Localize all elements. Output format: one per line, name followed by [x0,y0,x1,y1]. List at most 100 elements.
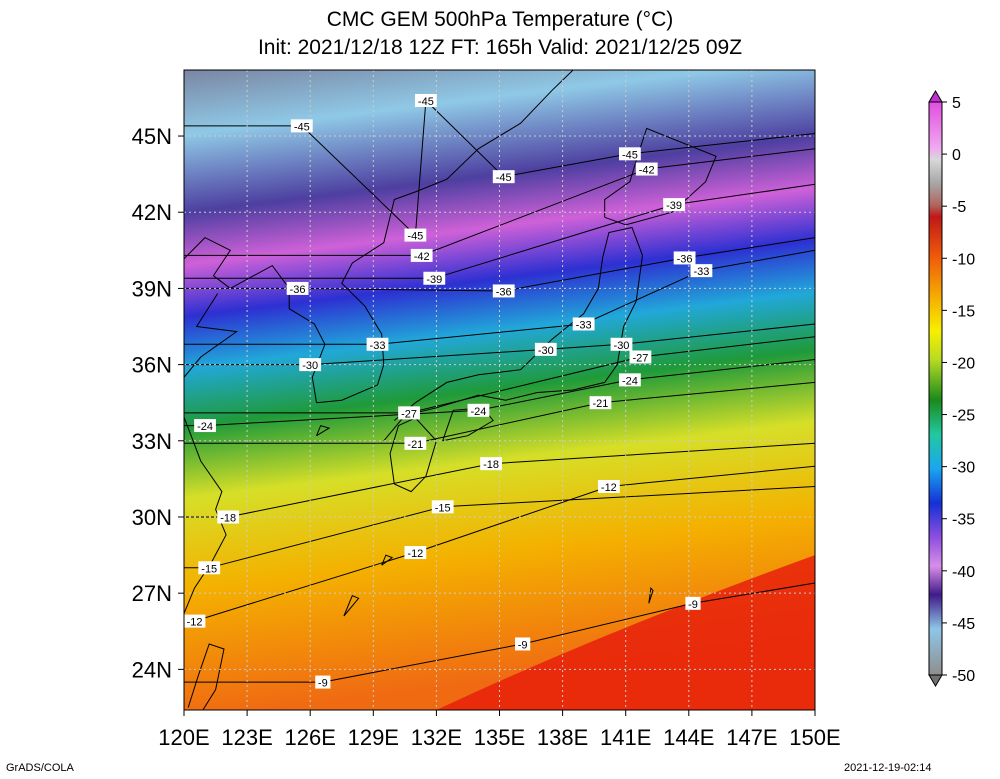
contour-labels: -45-45-45-45-45-42-42-39-39-36-36 -36-33-… [184,93,713,690]
y-tick-label: 45N [132,124,172,149]
contour-line [184,442,815,518]
x-tick-label: 126E [285,725,336,750]
x-tick-label: 129E [348,725,399,750]
x-tick-label: 132E [411,725,462,750]
contour-label-text: -12 [407,548,423,560]
colorbar-max-arrow [928,90,943,103]
contour-label-bg [572,317,595,331]
contour-label-text: -42 [639,165,655,177]
contour-label-bg [299,358,322,372]
colorbar-label: -15 [952,303,975,320]
contour-label-bg [619,147,641,161]
contour-label-bg [690,264,713,278]
contour-label-bg [629,350,652,364]
colorbar-label: -25 [952,408,975,425]
contour-label-bg [431,500,454,514]
colorbar-label: -20 [952,355,975,372]
contour-label-bg [410,248,433,262]
contour-label: -33 [366,337,389,352]
x-tick-label: 150E [789,725,840,750]
contour-label-bg [635,162,658,176]
x-tick-label: 138E [537,725,588,750]
contour-label-bg [597,480,620,494]
contour-label-bg [194,419,216,433]
contour-label: -15 [198,561,221,575]
colorbar-label: -50 [952,668,975,685]
contour-label-text: -42 [414,251,430,263]
contour-label: -24 [619,373,641,387]
footer-timestamp: 2021-12-19-02:14 [844,762,932,774]
contour-label-text: -24 [471,406,487,418]
contour-label-bg [404,228,427,242]
y-tick-label: 24N [132,657,172,682]
colorbar-label: 5 [952,95,961,112]
contour-label: -30 [610,337,633,352]
contour-label-bg [515,637,531,651]
contour-label-text: -45 [407,231,423,243]
contour-label-bg [480,457,502,471]
colorbar-label: -45 [952,616,975,633]
contour-label: -18 [480,457,502,471]
contour-line [184,486,815,569]
x-tick-label: 123E [221,725,272,750]
contour-label: -24 [194,419,216,433]
footer-source: GrADS/COLA [6,762,74,774]
contour-label-text: -45 [418,96,434,108]
y-tick-label: 30N [132,505,172,530]
colorbar: 5 0 -5 -10 -15 -20 -25 -30 -35 -40 -45 -50 [928,90,975,687]
colorbar-scale [928,101,943,676]
y-axis: 45N 42N 39N 36N 33N 30N 27N 24N [132,124,184,682]
contour-label-text: -33 [370,340,386,352]
contour-label-bg [534,342,557,356]
contour-label-bg [366,337,389,351]
colorbar-min-arrow [928,674,943,687]
contour-label-text: -24 [622,375,638,387]
contour-label-bg [619,373,641,387]
contour-label-bg [286,281,309,295]
contour-label: -30 [534,342,557,357]
contour-label: -30 [299,358,322,372]
contour-label-text: -30 [614,340,630,352]
chart-title: CMC GEM 500hPa Temperature (°C) [326,8,674,31]
contour-label-bg [290,119,313,133]
colorbar-label: -10 [952,251,975,268]
contour-label-bg [414,93,437,107]
contour-label-bg [217,510,240,524]
y-tick-label: 42N [132,200,172,225]
contour-label-bg [492,284,515,298]
coastline [381,554,394,566]
x-tick-label: 147E [726,725,777,750]
contour-label-text: -45 [294,121,310,133]
contour-label: -33 [572,317,595,331]
contour-label: -9 [315,675,331,690]
warm-region [436,555,815,710]
contour-line [184,336,815,414]
contour-label: -27 [398,406,420,420]
y-tick-label: 36N [132,353,172,378]
contour-label-text: -15 [201,563,217,575]
coastline [316,424,331,437]
contour-label-text: -30 [302,360,318,372]
contour-label: -45 [290,119,313,133]
coastline [648,586,654,604]
chart-subtitle: Init: 2021/12/18 12Z FT: 165h Valid: 202… [257,36,743,59]
contour-label: -36 [673,251,696,265]
contour-label: -15 [431,500,454,514]
y-tick-label: 39N [132,276,172,301]
contour-label: -42 [635,162,658,177]
contour-label-text: -9 [318,678,328,690]
contour-label: -42 [410,248,433,263]
contour-label-bg [315,675,331,689]
contour-label-text: -18 [220,512,236,524]
contour-label-bg [184,614,206,628]
contour-label-bg [492,170,515,184]
contour-label: -12 [597,480,620,494]
contour-label-bg [673,251,696,265]
contour-label-bg [198,561,221,575]
coastline [389,417,437,493]
coastline [184,293,238,615]
coastline [187,643,225,710]
contour-label-bg [404,546,427,560]
contour-label-text: -9 [518,639,528,651]
